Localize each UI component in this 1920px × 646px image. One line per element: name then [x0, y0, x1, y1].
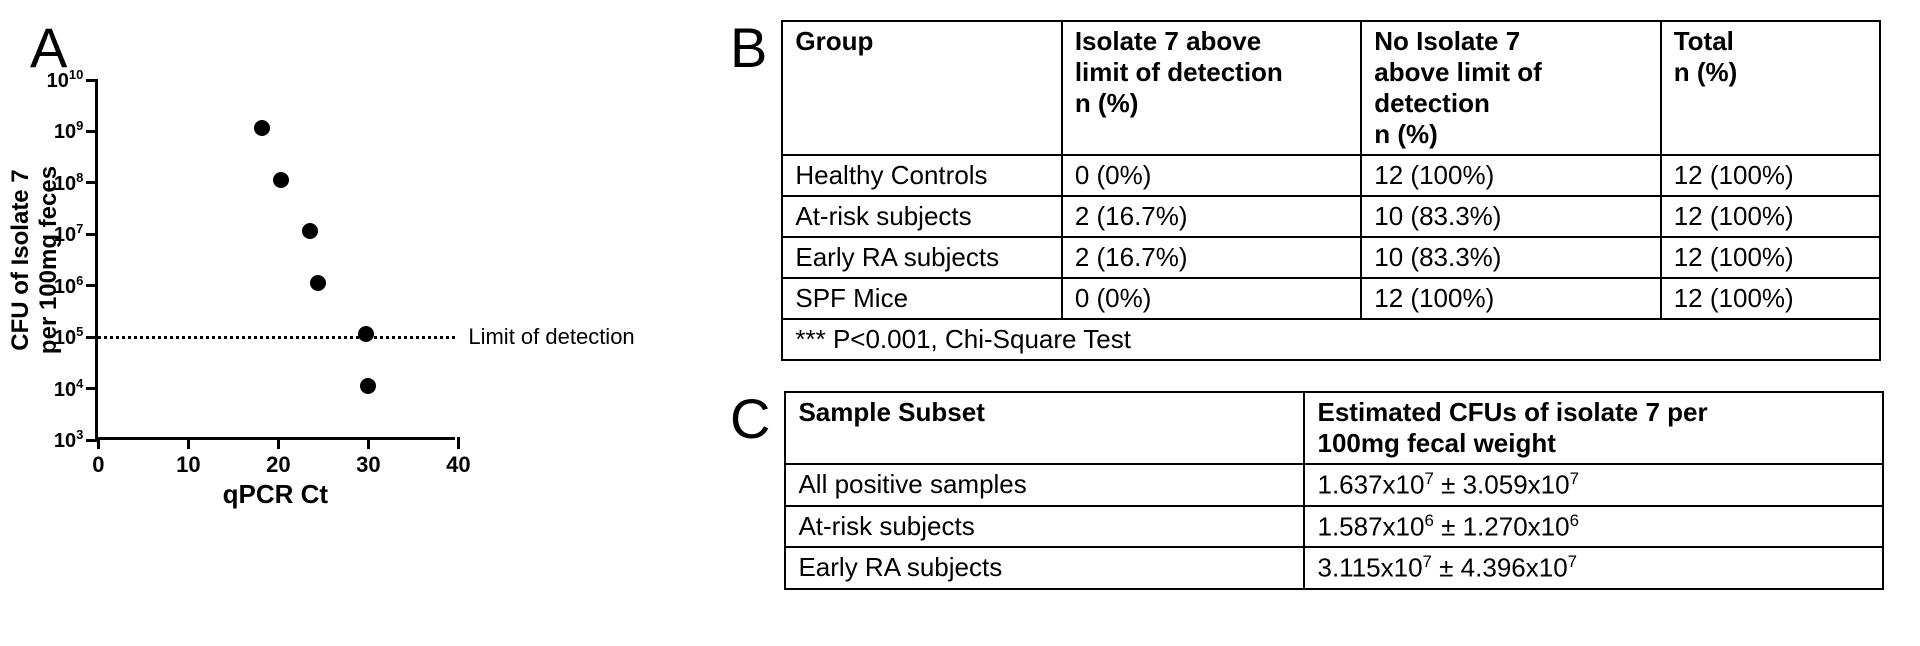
table-row: Early RA subjects2 (16.7%)10 (83.3%)12 (…: [782, 237, 1880, 278]
y-tick-label: 106: [54, 273, 83, 299]
limit-of-detection-line: [98, 336, 455, 339]
table-cell: 3.115x107 ± 4.396x107: [1304, 547, 1883, 589]
table-cell: 12 (100%): [1661, 196, 1881, 237]
panel-b: B GroupIsolate 7 abovelimit of detection…: [730, 20, 1890, 361]
plot-area: Limit of detection 010203040: [95, 80, 455, 440]
table-cell: 12 (100%): [1661, 278, 1881, 319]
x-tick: [187, 437, 190, 449]
y-tick: [86, 387, 98, 390]
y-tick-label: 104: [54, 376, 83, 402]
y-tick: [86, 181, 98, 184]
data-point: [358, 326, 374, 342]
panel-c: C Sample SubsetEstimated CFUs of isolate…: [730, 391, 1890, 590]
table-cell: At-risk subjects: [782, 196, 1061, 237]
y-tick: [86, 284, 98, 287]
table-row: All positive samples1.637x107 ± 3.059x10…: [785, 464, 1883, 506]
y-axis-title-line2: per 100mg feces: [35, 110, 63, 410]
table-cell: 10 (83.3%): [1361, 237, 1660, 278]
x-tick: [367, 437, 370, 449]
table-cell: 1.587x106 ± 1.270x106: [1304, 506, 1883, 548]
table-cell: Early RA subjects: [782, 237, 1061, 278]
data-point: [360, 378, 376, 394]
cfu-table: Sample SubsetEstimated CFUs of isolate 7…: [784, 391, 1884, 590]
table-header: Isolate 7 abovelimit of detectionn (%): [1062, 21, 1361, 155]
panel-c-label: C: [730, 391, 770, 447]
y-tick-label: 107: [54, 221, 83, 247]
scatter-chart: CFU of Isolate 7 per 100mg feces Limit o…: [95, 80, 455, 440]
data-point: [254, 120, 270, 136]
data-point: [302, 223, 318, 239]
x-axis-title: qPCR Ct: [223, 479, 328, 510]
table-cell: 0 (0%): [1062, 155, 1361, 196]
detection-table: GroupIsolate 7 abovelimit of detectionn …: [781, 20, 1881, 361]
table-cell: 2 (16.7%): [1062, 237, 1361, 278]
y-tick: [86, 130, 98, 133]
table-cell: 12 (100%): [1661, 155, 1881, 196]
table-cell: 0 (0%): [1062, 278, 1361, 319]
table-cell: Healthy Controls: [782, 155, 1061, 196]
table-row: SPF Mice0 (0%)12 (100%)12 (100%): [782, 278, 1880, 319]
y-tick: [86, 79, 98, 82]
limit-of-detection-label: Limit of detection: [468, 324, 634, 350]
table-header: No Isolate 7above limit ofdetectionn (%): [1361, 21, 1660, 155]
table-row: Healthy Controls0 (0%)12 (100%)12 (100%): [782, 155, 1880, 196]
table-cell: All positive samples: [785, 464, 1304, 506]
figure-root: A CFU of Isolate 7 per 100mg feces Limit…: [30, 20, 1890, 590]
y-tick-label: 1010: [47, 67, 84, 93]
x-tick: [457, 437, 460, 449]
table-cell: 10 (83.3%): [1361, 196, 1660, 237]
y-tick-label: 103: [54, 427, 83, 453]
y-tick-label: 108: [54, 170, 83, 196]
data-point: [310, 275, 326, 291]
table-header: Totaln (%): [1661, 21, 1881, 155]
table-footnote-row: *** P<0.001, Chi-Square Test: [782, 319, 1880, 360]
table-cell: 2 (16.7%): [1062, 196, 1361, 237]
data-point: [273, 172, 289, 188]
x-tick-label: 30: [356, 452, 380, 478]
table-row: At-risk subjects2 (16.7%)10 (83.3%)12 (1…: [782, 196, 1880, 237]
table-cell: At-risk subjects: [785, 506, 1304, 548]
table-cell: 12 (100%): [1361, 155, 1660, 196]
x-tick: [277, 437, 280, 449]
y-axis-title: CFU of Isolate 7 per 100mg feces: [7, 110, 63, 410]
y-tick-label: 109: [54, 119, 83, 145]
table-cell: SPF Mice: [782, 278, 1061, 319]
y-axis-title-line1: CFU of Isolate 7: [7, 169, 34, 350]
x-tick-label: 0: [92, 452, 104, 478]
y-tick: [86, 336, 98, 339]
table-cell: Early RA subjects: [785, 547, 1304, 589]
panel-b-label: B: [730, 20, 767, 76]
table-row: At-risk subjects1.587x106 ± 1.270x106: [785, 506, 1883, 548]
table-cell: 12 (100%): [1361, 278, 1660, 319]
y-tick: [86, 233, 98, 236]
table-cell: 12 (100%): [1661, 237, 1881, 278]
table-header: Estimated CFUs of isolate 7 per100mg fec…: [1304, 392, 1883, 464]
y-tick-label: 105: [54, 324, 83, 350]
right-column: B GroupIsolate 7 abovelimit of detection…: [730, 20, 1890, 590]
table-row: Early RA subjects3.115x107 ± 4.396x107: [785, 547, 1883, 589]
x-tick: [97, 437, 100, 449]
table-header: Group: [782, 21, 1061, 155]
panel-a: A CFU of Isolate 7 per 100mg feces Limit…: [30, 20, 680, 440]
x-tick-label: 40: [446, 452, 470, 478]
table-footnote: *** P<0.001, Chi-Square Test: [782, 319, 1880, 360]
x-tick-label: 10: [176, 452, 200, 478]
x-tick-label: 20: [266, 452, 290, 478]
table-header: Sample Subset: [785, 392, 1304, 464]
table-cell: 1.637x107 ± 3.059x107: [1304, 464, 1883, 506]
